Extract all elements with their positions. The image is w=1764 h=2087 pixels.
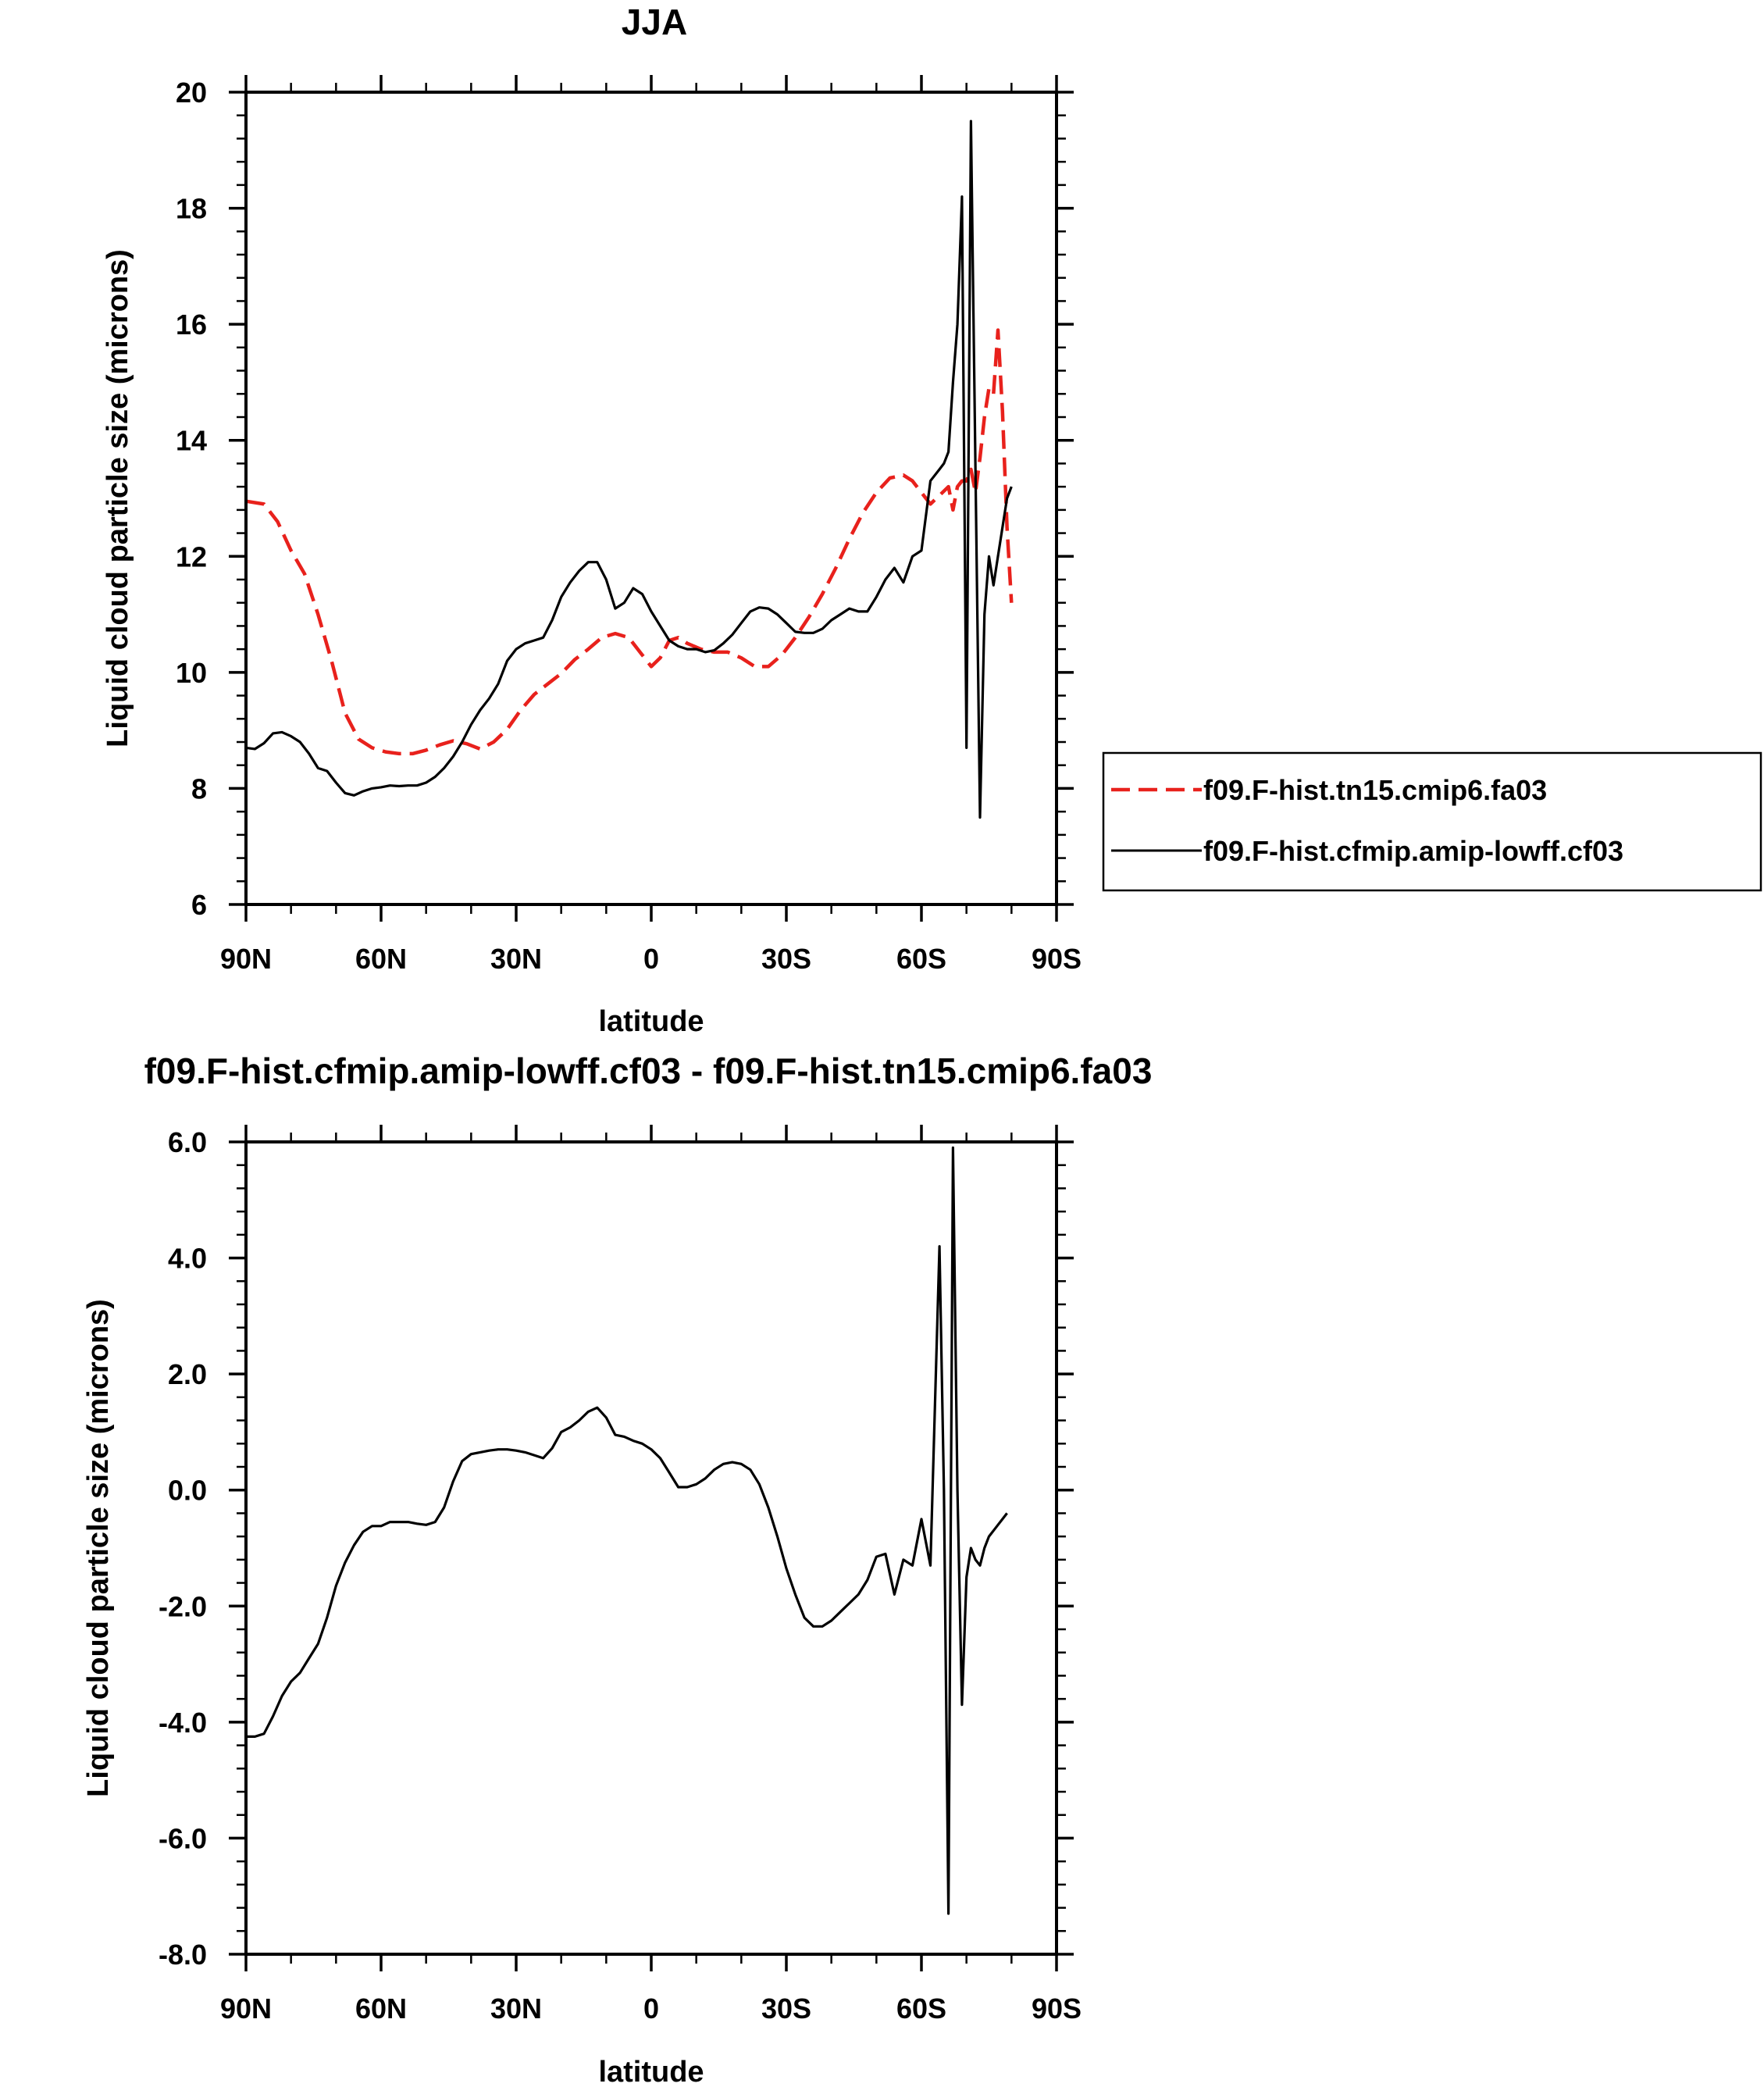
legend-box bbox=[1102, 751, 1762, 892]
x-tick-label: 60N bbox=[355, 943, 407, 975]
y-tick-label: 12 bbox=[176, 540, 207, 573]
bottom-chart-x-tick-labels: 90N 60N 30N 0 30S 60S 90S bbox=[220, 1992, 1082, 2025]
y-tick-label: 4.0 bbox=[168, 1243, 207, 1275]
x-tick-label: 30N bbox=[490, 1992, 542, 2025]
bottom-chart-y-axis-title: Liquid cloud particle size (microns) bbox=[82, 1299, 115, 1797]
bottom-chart-plot-frame bbox=[244, 1140, 1058, 1956]
x-tick-label: 90N bbox=[220, 1992, 272, 2025]
y-tick-label: 2.0 bbox=[168, 1358, 207, 1390]
x-tick-label: 60S bbox=[896, 943, 946, 975]
legend-label-cfmip: f09.F-hist.cfmip.amip-lowff.cf03 bbox=[1203, 835, 1623, 867]
x-tick-label: 60N bbox=[355, 1992, 407, 2025]
y-tick-label: 0.0 bbox=[168, 1475, 207, 1507]
bottom-chart-series bbox=[246, 1146, 1008, 1915]
y-tick-label: 14 bbox=[176, 425, 207, 457]
legend-label-cmip6: f09.F-hist.tn15.cmip6.fa03 bbox=[1203, 774, 1547, 806]
bottom-chart: f09.F-hist.cfmip.amip-lowff.cf03 - f09.F… bbox=[82, 1051, 1152, 2087]
top-chart-series-line-2 bbox=[245, 120, 1013, 819]
bottom-chart-x-axis-title: latitude bbox=[598, 2056, 704, 2087]
x-tick-label: 90N bbox=[220, 943, 272, 975]
x-tick-label: 60S bbox=[896, 1992, 946, 2025]
y-tick-label: 6 bbox=[191, 889, 207, 921]
y-tick-label: 10 bbox=[176, 657, 207, 689]
y-tick-label: -6.0 bbox=[159, 1822, 207, 1854]
y-tick-label: 8 bbox=[191, 772, 207, 804]
bottom-chart-title: f09.F-hist.cfmip.amip-lowff.cf03 - f09.F… bbox=[144, 1051, 1153, 1091]
x-tick-label: 90S bbox=[1032, 943, 1082, 975]
top-chart-title: JJA bbox=[622, 2, 687, 42]
legend: f09.F-hist.tn15.cmip6.fa03 f09.F-hist.cf… bbox=[1102, 751, 1762, 892]
y-tick-label: -2.0 bbox=[159, 1590, 207, 1622]
y-tick-label: 18 bbox=[176, 193, 207, 225]
y-tick-label: -4.0 bbox=[159, 1707, 207, 1739]
x-tick-label: 30S bbox=[761, 1992, 811, 2025]
x-tick-label: 30N bbox=[490, 943, 542, 975]
top-chart-x-tick-labels: 90N 60N 30N 0 30S 60S 90S bbox=[220, 943, 1082, 975]
bottom-chart-series-line-1 bbox=[246, 1146, 1008, 1915]
top-chart-x-axis-title: latitude bbox=[598, 1005, 704, 1038]
top-chart-series-line-1 bbox=[245, 328, 1014, 756]
x-tick-label: 0 bbox=[643, 1992, 659, 2025]
x-tick-label: 0 bbox=[643, 943, 659, 975]
y-tick-label: 20 bbox=[176, 77, 207, 109]
top-chart-series bbox=[245, 120, 1014, 819]
y-tick-label: 6.0 bbox=[168, 1126, 207, 1158]
top-chart: JJA 6 8 10 12 14 16 18 20 90N 60N 30N 0 30S 60S 90S l… bbox=[102, 2, 1762, 1038]
top-chart-y-axis-title: Liquid cloud particle size (microns) bbox=[102, 249, 134, 747]
top-chart-plot-frame bbox=[244, 91, 1058, 906]
bottom-chart-y-tick-labels: -8.0 -6.0 -4.0 -2.0 0.0 2.0 4.0 6.0 bbox=[159, 1126, 207, 1971]
x-tick-label: 30S bbox=[761, 943, 811, 975]
top-chart-y-tick-labels: 6 8 10 12 14 16 18 20 bbox=[176, 77, 207, 921]
y-tick-label: 16 bbox=[176, 309, 207, 341]
y-tick-label: -8.0 bbox=[159, 1939, 207, 1971]
x-tick-label: 90S bbox=[1032, 1992, 1082, 2025]
